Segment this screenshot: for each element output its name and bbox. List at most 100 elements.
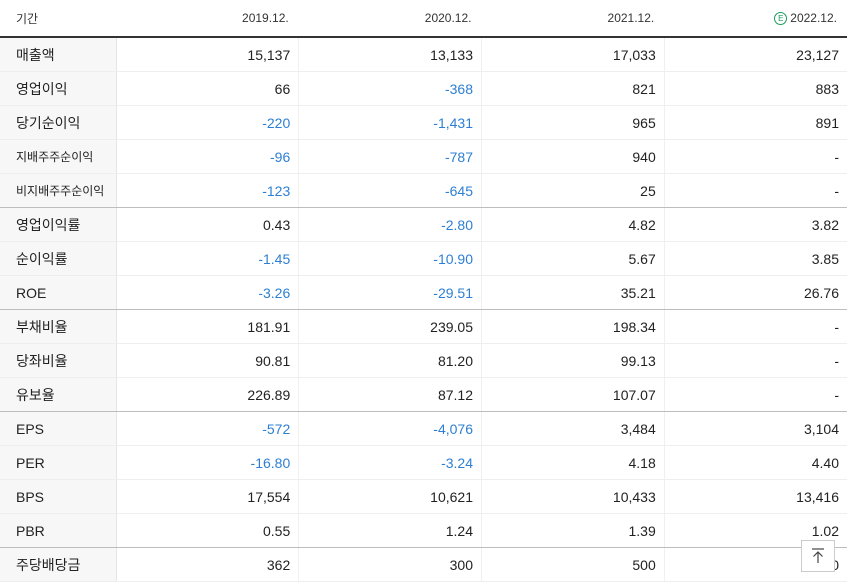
table-row: 순이익률 -1.45 -10.90 5.67 3.85 (0, 241, 847, 276)
value-cell: 226.89 (116, 377, 300, 412)
table-row: 주당배당금 362 300 500 0 (0, 547, 847, 582)
value-cell: -4,076 (298, 411, 482, 446)
value-cell: 10,433 (481, 479, 665, 514)
value-cell: 4.82 (481, 207, 665, 242)
table-row: 유보율 226.89 87.12 107.07- (0, 377, 847, 412)
row-label: 영업이익 (0, 71, 117, 106)
value-cell: 883 (664, 71, 847, 106)
row-label: 유보율 (0, 377, 117, 412)
row-label: PER (0, 445, 117, 480)
value-cell: 1.24 (298, 513, 482, 548)
value-cell: 23,127 (664, 37, 847, 72)
period-header: 기간 (0, 0, 116, 38)
value-cell: 107.07 (481, 377, 665, 412)
table-row: PBR 0.55 1.24 1.39 1.02 (0, 513, 847, 548)
arrow-up-to-top-icon (812, 548, 824, 563)
value-cell: 891 (664, 105, 847, 140)
value-cell: 81.20 (298, 343, 482, 378)
value-cell: -29.51 (298, 275, 482, 310)
row-label: 매출액 (0, 37, 117, 72)
value-cell: -10.90 (298, 241, 482, 276)
value-cell: 300 (298, 547, 482, 582)
table-row: 당기순이익 -220 -1,431 965 891 (0, 105, 847, 140)
row-label: ROE (0, 275, 117, 310)
value-cell: 239.05 (298, 309, 482, 344)
year-header-estimate: E 2022.12. (664, 0, 847, 38)
value-cell: 821 (481, 71, 665, 106)
row-label: 주당배당금 (0, 547, 117, 582)
value-cell: 965 (481, 105, 665, 140)
value-cell: 35.21 (481, 275, 665, 310)
value-cell: 26.76 (664, 275, 847, 310)
table-row: 비지배주주순이익 -123 -645 25- (0, 173, 847, 208)
row-label: BPS (0, 479, 117, 514)
table-row: PER -16.80 -3.24 4.18 4.40 (0, 445, 847, 480)
value-cell: 1.39 (481, 513, 665, 548)
value-cell: -645 (298, 173, 482, 208)
value-cell: 0.43 (116, 207, 300, 242)
value-cell: -220 (116, 105, 300, 140)
year-header: 2019.12. (116, 0, 299, 38)
value-cell: 87.12 (298, 377, 482, 412)
value-cell: 25 (481, 173, 665, 208)
row-label: 지배주주순이익 (0, 139, 117, 174)
table-row: 영업이익률 0.43 -2.80 4.82 3.82 (0, 207, 847, 242)
value-cell: 99.13 (481, 343, 665, 378)
table-row: 지배주주순이익 -96 -787 940- (0, 139, 847, 174)
value-cell: 15,137 (116, 37, 300, 72)
value-cell: 3.82 (664, 207, 847, 242)
value-cell: -572 (116, 411, 300, 446)
year-header: 2021.12. (481, 0, 665, 38)
value-cell: 17,033 (481, 37, 665, 72)
row-label: 부채비율 (0, 309, 117, 344)
scroll-to-top-button[interactable] (801, 540, 835, 572)
value-cell: -1,431 (298, 105, 482, 140)
value-cell: 362 (116, 547, 300, 582)
value-cell: -3.26 (116, 275, 300, 310)
value-cell: 4.40 (664, 445, 847, 480)
value-cell: -96 (116, 139, 300, 174)
value-cell: 500 (481, 547, 665, 582)
value-cell: -3.24 (298, 445, 482, 480)
value-cell: 66 (116, 71, 300, 106)
table-row: 영업이익 66 -368 821 883 (0, 71, 847, 106)
year-header: 2020.12. (298, 0, 482, 38)
value-cell: -123 (116, 173, 300, 208)
value-cell: 0.55 (116, 513, 300, 548)
value-cell: 3,104 (664, 411, 847, 446)
value-cell: -2.80 (298, 207, 482, 242)
value-cell: 90.81 (116, 343, 300, 378)
value-cell: -787 (298, 139, 482, 174)
row-label: EPS (0, 411, 117, 446)
value-cell: -16.80 (116, 445, 300, 480)
header-row: 기간 2019.12. 2020.12. 2021.12. E 2022.12. (0, 0, 847, 38)
value-cell: 13,416 (664, 479, 847, 514)
row-label: 당기순이익 (0, 105, 117, 140)
row-label: 순이익률 (0, 241, 117, 276)
table-row: 당좌비율 90.81 81.20 99.13- (0, 343, 847, 378)
value-cell: -368 (298, 71, 482, 106)
row-label: 비지배주주순이익 (0, 173, 117, 208)
table-row: 부채비율 181.91 239.05 198.34- (0, 309, 847, 344)
value-cell: 940 (481, 139, 665, 174)
value-cell: -1.45 (116, 241, 300, 276)
value-cell: 3,484 (481, 411, 665, 446)
value-cell: - (664, 309, 847, 344)
value-cell: 17,554 (116, 479, 300, 514)
value-cell: - (664, 173, 847, 208)
value-cell: - (664, 377, 847, 412)
row-label: PBR (0, 513, 117, 548)
estimate-badge-icon: E (774, 12, 788, 25)
table-row: BPS 17,554 10,621 10,433 13,416 (0, 479, 847, 514)
value-cell: - (664, 343, 847, 378)
value-cell: - (664, 139, 847, 174)
table-row: 매출액 15,137 13,133 17,033 23,127 (0, 37, 847, 72)
value-cell: 4.18 (481, 445, 665, 480)
year-header-label: 2022.12. (790, 11, 837, 25)
value-cell: 13,133 (298, 37, 482, 72)
table-row: EPS -572 -4,076 3,484 3,104 (0, 411, 847, 446)
row-label: 당좌비율 (0, 343, 117, 378)
value-cell: 3.85 (664, 241, 847, 276)
table-row: ROE -3.26 -29.51 35.21 26.76 (0, 275, 847, 310)
